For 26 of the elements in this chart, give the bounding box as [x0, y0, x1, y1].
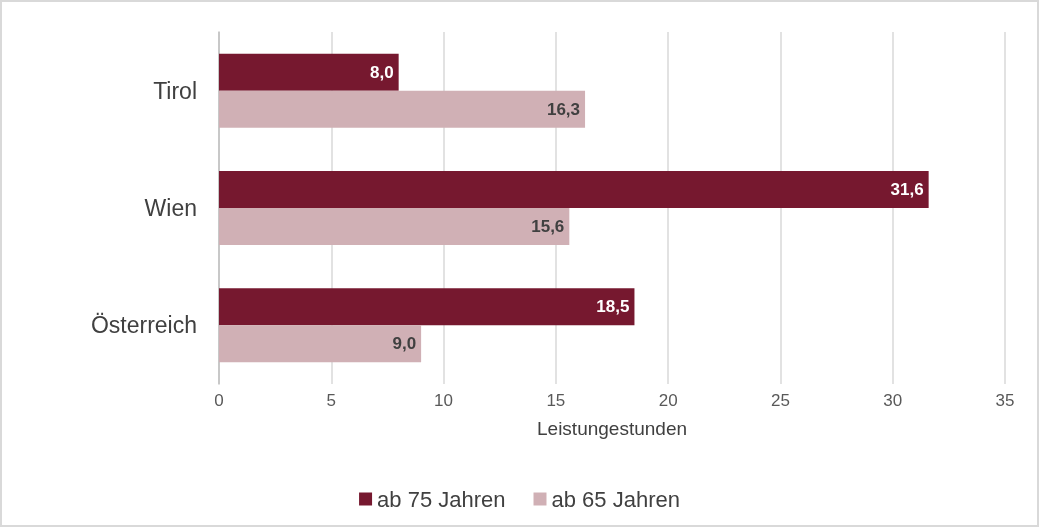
data-label: 15,6	[531, 217, 565, 236]
x-tick-label: 5	[326, 391, 337, 410]
x-tick-label: 0	[214, 391, 224, 410]
bar	[219, 208, 570, 245]
x-axis-title: Leistungestunden	[536, 418, 688, 439]
bar	[219, 171, 929, 208]
x-tick-label: 30	[883, 391, 903, 410]
legend-label: ab 65 Jahren	[551, 486, 680, 512]
bar	[219, 288, 635, 326]
data-label: 31,6	[890, 180, 924, 199]
data-label: 18,5	[596, 297, 630, 317]
data-label: 9,0	[392, 334, 417, 354]
bar	[219, 90, 586, 128]
legend-label: ab 75 Jahren	[377, 486, 506, 512]
x-tick-label: 25	[770, 391, 790, 410]
data-label: 16,3	[546, 99, 581, 119]
y-tick-label: Tirol	[153, 77, 197, 104]
x-tick-label: 10	[434, 391, 454, 410]
y-tick-label: Wien	[144, 195, 197, 221]
bar	[219, 325, 422, 363]
x-tick-label: 15	[546, 391, 566, 410]
x-tick-label: 20	[658, 391, 678, 410]
x-tick-label: 35	[995, 391, 1015, 410]
y-tick-label: Österreich	[90, 312, 197, 339]
bar	[219, 53, 399, 91]
data-label: 8,0	[370, 62, 394, 82]
